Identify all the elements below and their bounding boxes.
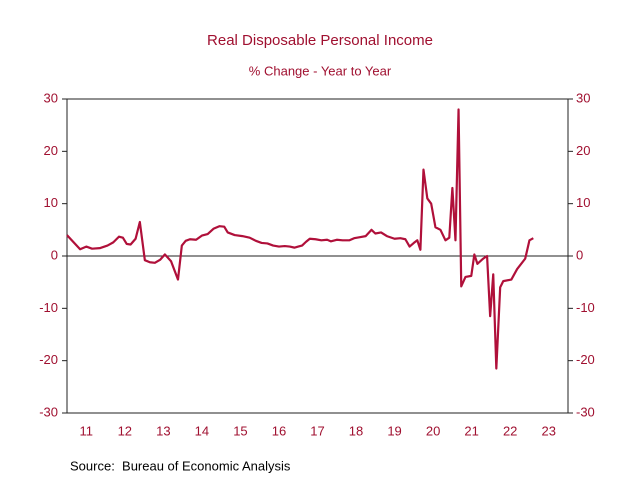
chart-title: Real Disposable Personal Income [207,32,433,49]
x-tick-label: 17 [310,423,324,438]
x-tick-label: 13 [156,423,170,438]
y2-tick-label: 20 [576,143,590,158]
y2-tick-label: -20 [576,352,595,367]
x-tick-label: 15 [233,423,247,438]
y2-tick-label: 0 [576,247,583,262]
y-tick-label: 30 [44,90,58,105]
x-tick-label: 18 [349,423,363,438]
y-tick-label: 10 [44,195,58,210]
y2-tick-label: 30 [576,90,590,105]
x-tick-label: 11 [80,423,94,438]
x-tick-label: 12 [118,423,132,438]
x-tick-label: 21 [464,423,478,438]
source-note: Source: Bureau of Economic Analysis [70,458,291,473]
y-tick-label: -20 [39,352,58,367]
x-tick-label: 19 [387,423,401,438]
y2-tick-label: 10 [576,195,590,210]
x-tick-label: 14 [195,423,209,438]
y2-tick-label: -30 [576,404,595,419]
x-tick-label: 23 [541,423,555,438]
y-tick-label: 0 [51,247,58,262]
y2-tick-label: -10 [576,300,595,315]
chart-subtitle: % Change - Year to Year [249,63,392,78]
y-tick-label: -30 [39,404,58,419]
x-tick-label: 16 [272,423,286,438]
y-tick-label: 20 [44,143,58,158]
data-line [66,108,534,370]
x-tick-label: 20 [426,423,440,438]
x-tick-label: 22 [503,423,517,438]
y-tick-label: -10 [39,300,58,315]
